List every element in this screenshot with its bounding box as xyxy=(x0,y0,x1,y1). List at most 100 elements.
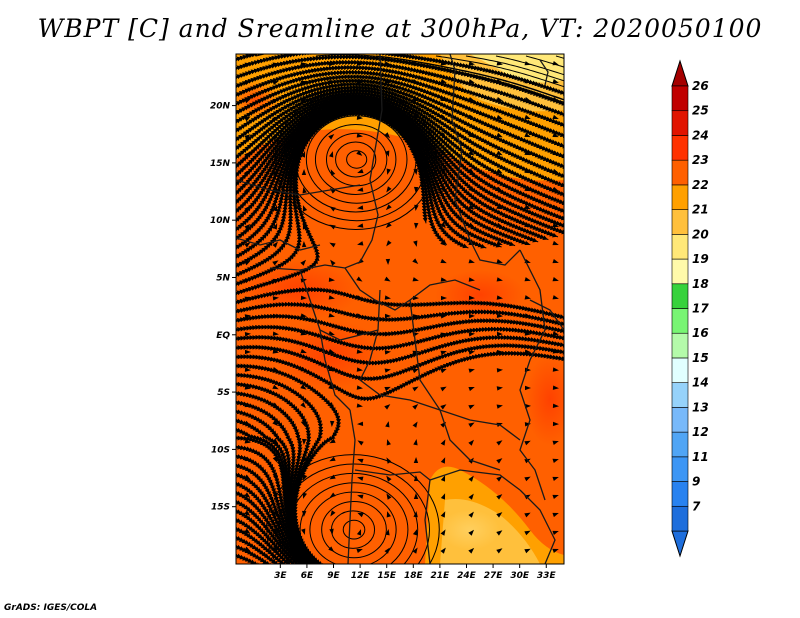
stream-arrow xyxy=(272,510,278,517)
stream-arrow xyxy=(412,547,418,554)
stream-arrow xyxy=(244,420,251,426)
stream-arrow xyxy=(329,492,336,498)
colorbar-label: 24 xyxy=(692,128,709,142)
stream-arrow xyxy=(552,494,559,500)
stream-arrow xyxy=(552,150,559,156)
stream-arrow xyxy=(496,204,503,210)
colorbar-swatch xyxy=(671,431,689,458)
streamline xyxy=(525,55,564,68)
stream-arrow xyxy=(524,96,531,102)
stream-arrow xyxy=(357,241,364,246)
stream-arrow xyxy=(496,349,503,355)
stream-arrow xyxy=(329,206,336,212)
stream-arrow xyxy=(412,258,419,265)
stream-arrow xyxy=(552,78,559,84)
stream-arrow xyxy=(468,529,474,536)
stream-arrow xyxy=(356,313,363,318)
stream-arrow xyxy=(384,276,391,282)
stream-arrow xyxy=(356,97,363,102)
stream-arrow xyxy=(330,259,336,266)
stream-arrow xyxy=(440,493,446,500)
vortex-ring xyxy=(309,491,397,564)
stream-arrow xyxy=(244,169,251,176)
stream-arrow xyxy=(412,132,418,139)
stream-arrow xyxy=(496,222,503,228)
colorbar-swatch xyxy=(671,184,689,210)
stream-arrow xyxy=(386,186,392,193)
stream-arrow xyxy=(524,79,531,84)
stream-arrow xyxy=(330,510,336,517)
stream-arrow xyxy=(330,420,335,427)
stream-arrow xyxy=(468,547,475,554)
stream-arrow xyxy=(496,548,503,554)
colorbar-label: 18 xyxy=(692,277,709,291)
stream-arrow xyxy=(357,205,364,210)
colorbar-swatch xyxy=(671,283,689,309)
vortex-ring xyxy=(314,123,397,195)
stream-arrow xyxy=(244,134,251,140)
stream-arrow xyxy=(412,150,418,157)
lat-tick-label: 10S xyxy=(211,445,230,455)
stream-arrow xyxy=(300,133,306,140)
stream-arrow xyxy=(524,240,531,246)
vortex-ring xyxy=(321,500,387,559)
lat-tick-label: 20N xyxy=(210,102,231,112)
colorbar-swatch xyxy=(671,234,689,260)
stream-arrow xyxy=(272,278,279,284)
stream-arrow xyxy=(413,475,419,482)
stream-arrow xyxy=(440,457,446,464)
stream-arrow xyxy=(552,440,559,445)
stream-arrow xyxy=(357,440,364,446)
stream-arrow xyxy=(357,512,364,518)
stream-arrow xyxy=(272,98,279,104)
streamline xyxy=(346,55,564,103)
streamlines xyxy=(236,54,564,564)
streamline xyxy=(555,55,564,59)
stream-arrow xyxy=(552,96,559,102)
stream-arrow xyxy=(272,260,279,266)
streamline xyxy=(495,55,564,76)
stream-arrow xyxy=(384,114,391,120)
stream-arrow xyxy=(440,547,446,554)
stream-arrow xyxy=(272,438,279,445)
stream-arrow xyxy=(328,366,335,372)
longitude-axis: 3E 6E 9E 12E 15E 18E 21E 24E 27E 30E 33E xyxy=(274,564,556,581)
stream-arrow xyxy=(496,313,503,318)
stream-arrow xyxy=(440,314,447,319)
colorbar-swatch xyxy=(671,85,689,112)
stream-arrow xyxy=(244,528,251,534)
stream-arrow xyxy=(328,313,335,318)
stream-arrow xyxy=(412,114,419,120)
stream-arrow xyxy=(384,295,391,300)
stream-arrow xyxy=(384,96,391,102)
stream-arrow xyxy=(300,366,307,372)
stream-arrow xyxy=(272,313,279,319)
stream-arrow xyxy=(356,349,363,354)
stream-arrow xyxy=(357,187,364,192)
stream-arrow xyxy=(272,241,278,248)
stream-arrow xyxy=(468,422,475,428)
stream-arrow xyxy=(272,420,279,427)
stream-arrow xyxy=(552,258,559,264)
stream-arrow xyxy=(329,438,336,444)
stream-arrow xyxy=(244,332,251,337)
stream-arrow xyxy=(524,150,531,156)
vortex-ring xyxy=(305,115,408,204)
stream-arrow xyxy=(272,528,278,535)
stream-arrow xyxy=(386,439,391,446)
colorbar-label: 23 xyxy=(692,153,709,167)
stream-arrow xyxy=(496,386,503,391)
stream-arrow xyxy=(552,168,559,174)
lon-tick-label: 27E xyxy=(484,571,504,581)
stream-arrow xyxy=(302,474,308,481)
lat-tick-label: 5S xyxy=(217,388,230,398)
stream-arrow xyxy=(440,132,447,138)
stream-arrow xyxy=(524,548,531,554)
stream-arrow xyxy=(300,384,307,390)
stream-arrow xyxy=(302,223,308,230)
stream-arrow xyxy=(468,368,475,373)
stream-arrow xyxy=(244,456,251,462)
stream-arrow xyxy=(552,349,559,354)
stream-arrow xyxy=(244,546,251,552)
stream-arrow xyxy=(329,528,334,535)
